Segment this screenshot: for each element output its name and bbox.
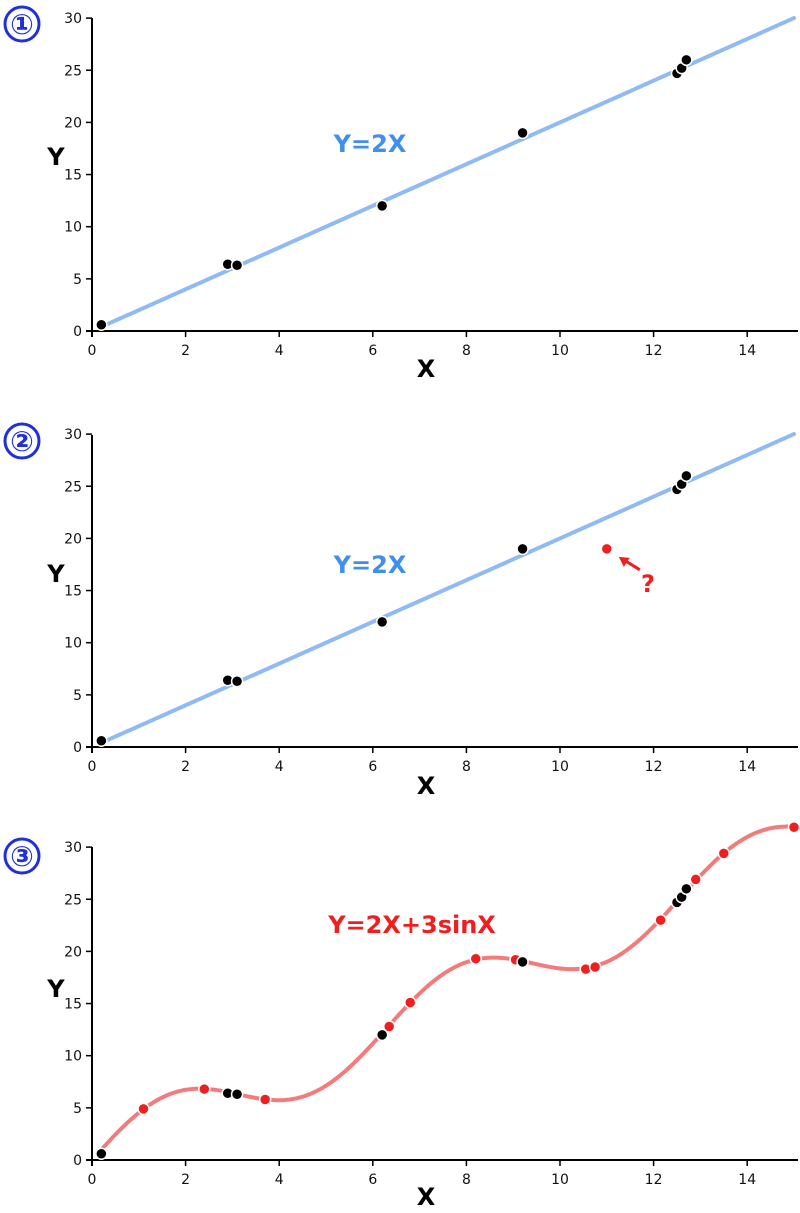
panel-1-y-tick-label: 25 (64, 63, 82, 79)
panel-3-x-tick-label: 6 (368, 1172, 377, 1188)
panel-3-curve-point (198, 1082, 211, 1096)
panel-1-data-point (375, 199, 389, 213)
panel-1-function-label: Y=2X (333, 130, 407, 158)
panel-2-data-point (516, 542, 529, 556)
panel-1-x-tick-label: 14 (738, 343, 756, 359)
panel-1-data-point (230, 259, 244, 272)
panel-1-x-tick-label: 10 (551, 343, 569, 359)
panel-3-curve-point (717, 847, 731, 860)
panel-2-data-point (680, 469, 693, 483)
panel-3-curve-point (137, 1102, 150, 1116)
panel-3-x-tick-label: 10 (551, 1172, 569, 1188)
panel-2-x-axis-label: X (417, 772, 436, 800)
panel-3-data-point (680, 882, 693, 896)
panel-2-query-point (600, 542, 614, 556)
panel-3: ③ 0 5 10 15 20 25 30 0 2 4 6 8 10 12 14 Y X Y=2X+3sinX (3, 821, 800, 1211)
panel-2-y-tick-label: 25 (64, 479, 82, 495)
panel-3-badge-text: ③ (10, 840, 34, 873)
panel-3-y-tick-label: 5 (73, 1101, 82, 1117)
panel-1: ① 0 5 10 15 20 25 30 0 2 4 6 8 10 12 14 Y X Y=2X (3, 5, 798, 383)
panel-1-y-axis-label: Y (46, 143, 65, 171)
panel-1-x-tick-label: 2 (181, 343, 190, 359)
panel-2-y-tick-label: 15 (64, 584, 82, 600)
panel-3-y-tick-label: 10 (64, 1049, 82, 1065)
panel-3-x-tick-label: 14 (738, 1172, 756, 1188)
panel-3-x-axis-label: X (417, 1183, 436, 1211)
panel-1-data-point (95, 318, 108, 331)
panel-2-y-tick-label: 10 (64, 636, 82, 652)
panel-3-data-point (95, 1147, 108, 1160)
panel-2-data-point (230, 675, 244, 688)
panel-3-x-tick-label: 8 (462, 1172, 471, 1188)
panel-3-y-axis-label: Y (46, 975, 65, 1003)
panel-2: ② 0 5 10 15 20 25 30 0 2 4 6 8 10 12 14 Y X Y=2X ? (3, 422, 798, 800)
panel-2-y-tick-label: 30 (64, 427, 82, 443)
panel-1-y-tick-label: 5 (73, 272, 82, 288)
panel-1-y-tick-label: 30 (64, 11, 82, 27)
panel-3-y-tick-label: 30 (64, 840, 82, 856)
panel-1-x-axis-label: X (417, 355, 436, 383)
panel-1-y-tick-label: 20 (64, 115, 82, 131)
panel-2-x-tick-label: 6 (368, 759, 377, 775)
panel-2-x-tick-label: 10 (551, 759, 569, 775)
panel-3-y-tick-label: 15 (64, 997, 82, 1013)
panel-1-badge: ① (3, 5, 41, 43)
panel-1-x-tick-label: 6 (368, 343, 377, 359)
panel-3-function-label: Y=2X+3sinX (327, 911, 496, 939)
panel-3-curve-point (403, 996, 417, 1009)
panel-1-y-tick-label: 10 (64, 220, 82, 236)
panel-2-data-point (95, 734, 108, 747)
panel-3-curve-point (258, 1093, 272, 1106)
panel-3-x-tick-label: 12 (645, 1172, 663, 1188)
panel-2-badge-text: ② (10, 425, 34, 458)
panel-1-x-tick-label: 8 (462, 343, 471, 359)
panel-1-x-tick-label: 4 (275, 343, 284, 359)
panel-3-curve-point (588, 960, 602, 974)
panel-2-x-tick-label: 14 (738, 759, 756, 775)
panel-2-question-arrowhead (618, 556, 630, 567)
panel-1-y-tick-label: 0 (73, 324, 82, 340)
panel-3-curve-point (654, 913, 667, 927)
panel-2-y-tick-label: 0 (73, 740, 82, 756)
panel-3-curve-point (689, 873, 702, 886)
panel-2-x-tick-label: 2 (181, 759, 190, 775)
panel-2-x-tick-label: 0 (88, 759, 97, 775)
panel-2-data-point (375, 615, 389, 629)
panel-2-x-tick-label: 12 (645, 759, 663, 775)
panel-3-data-point (516, 955, 529, 969)
panel-1-data-point (516, 126, 529, 140)
panel-3-y-tick-label: 25 (64, 892, 82, 908)
panel-3-data-point (230, 1088, 244, 1101)
panel-3-curve-point (469, 952, 483, 965)
panel-2-y-tick-label: 5 (73, 688, 82, 704)
panel-3-y-tick-label: 0 (73, 1153, 82, 1169)
panel-1-data-point (680, 53, 693, 67)
panel-2-function-label: Y=2X (333, 551, 407, 579)
panel-2-question-mark: ? (641, 570, 655, 598)
panel-2-y-tick-label: 20 (64, 531, 82, 547)
panel-3-x-tick-label: 4 (275, 1172, 284, 1188)
panel-3-x-tick-label: 2 (181, 1172, 190, 1188)
panel-2-x-tick-label: 4 (275, 759, 284, 775)
panel-3-badge: ③ (3, 837, 41, 875)
panel-3-curve-point (787, 821, 800, 834)
panel-2-x-tick-label: 8 (462, 759, 471, 775)
panel-1-x-tick-label: 0 (88, 343, 97, 359)
panel-3-data-point (375, 1028, 389, 1042)
panel-2-y-axis-label: Y (46, 560, 65, 588)
panel-1-x-tick-label: 12 (645, 343, 663, 359)
panel-2-badge: ② (3, 422, 41, 460)
panel-3-fit-curve (99, 824, 796, 1152)
panel-3-y-tick-label: 20 (64, 944, 82, 960)
panel-1-y-tick-label: 15 (64, 168, 82, 184)
panel-3-curve-point (382, 1020, 396, 1033)
panel-1-badge-text: ① (10, 8, 34, 41)
panel-3-x-tick-label: 0 (88, 1172, 97, 1188)
